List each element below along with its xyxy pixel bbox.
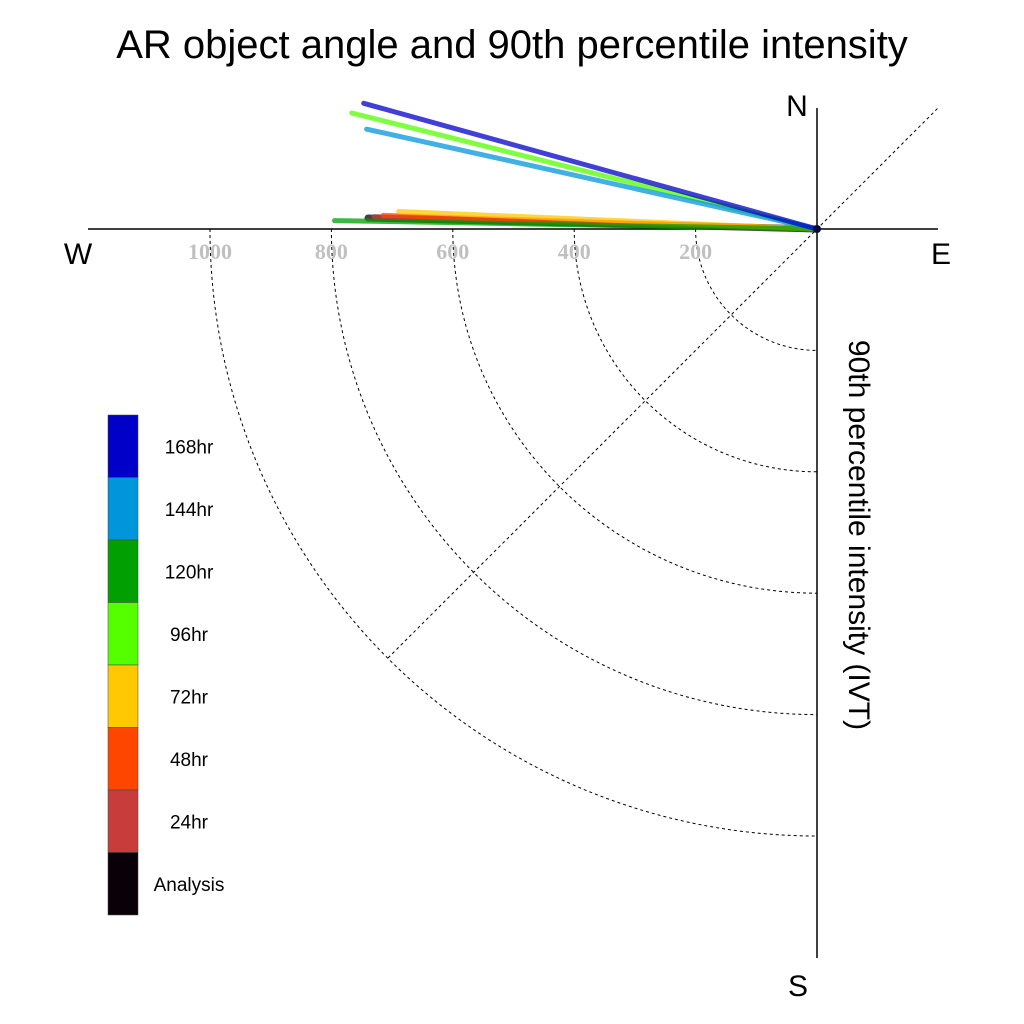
- tick-label-400: 400: [558, 239, 591, 264]
- series-line-144hr: [364, 126, 820, 232]
- legend-swatch-analysis: [107, 852, 139, 916]
- series-line-120hr: [332, 218, 820, 232]
- compass-north: N: [786, 90, 808, 123]
- legend-label-24hr: 24hr: [170, 812, 209, 833]
- legend-swatch-48hr: [107, 727, 139, 791]
- grid-arc-600: [452, 228, 818, 594]
- legend-swatch-72hr: [107, 664, 139, 728]
- origin-marker: [813, 225, 821, 233]
- grid-arc-1000: [209, 228, 818, 837]
- compass-west: W: [64, 238, 93, 271]
- legend-label-120hr: 120hr: [165, 562, 214, 583]
- legend: 168hr 144hr 120hr 96hr 72hr 48hr 24hr Analysis: [107, 414, 225, 916]
- tick-label-1000: 1000: [188, 239, 232, 264]
- chart-title: AR object angle and 90th percentile inte…: [116, 23, 908, 67]
- legend-label-analysis: Analysis: [154, 875, 225, 896]
- radial-tick-labels: 1000 800 600 400 200: [188, 239, 712, 264]
- y-axis-label: 90th percentile intensity (IVT): [842, 340, 875, 730]
- legend-swatch-96hr: [107, 602, 139, 666]
- tick-label-800: 800: [315, 239, 348, 264]
- legend-label-48hr: 48hr: [170, 750, 209, 771]
- legend-swatch-168hr: [107, 414, 139, 478]
- tick-label-200: 200: [679, 239, 712, 264]
- legend-swatch-120hr: [107, 539, 139, 603]
- grid-arcs: [209, 228, 818, 837]
- series-line-168hr: [361, 100, 820, 232]
- legend-swatch-144hr: [107, 477, 139, 541]
- compass-south: S: [788, 970, 808, 1003]
- legend-label-72hr: 72hr: [170, 687, 209, 708]
- legend-label-144hr: 144hr: [165, 500, 214, 521]
- grid-arc-400: [573, 228, 818, 473]
- legend-label-96hr: 96hr: [170, 625, 209, 646]
- legend-label-168hr: 168hr: [165, 437, 214, 458]
- tick-label-600: 600: [436, 239, 469, 264]
- grid-arc-800: [330, 228, 818, 716]
- diagonal-gridline: [387, 107, 939, 659]
- compass-east: E: [931, 238, 951, 271]
- grid-arc-200: [695, 228, 818, 351]
- series-lines: [332, 100, 821, 233]
- legend-swatch-24hr: [107, 789, 139, 853]
